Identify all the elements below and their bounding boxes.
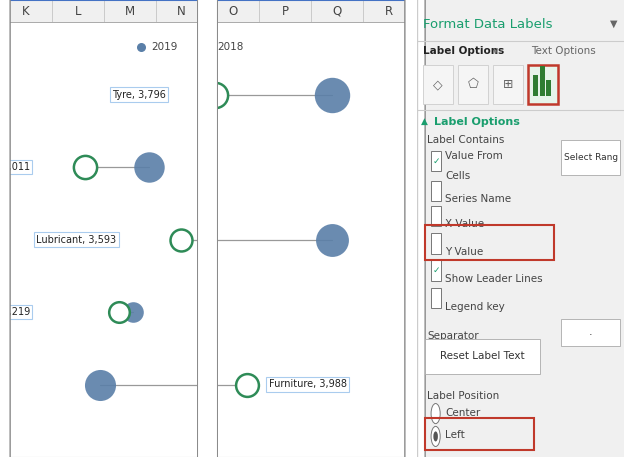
Text: Battery, 3,011: Battery, 3,011 <box>0 162 30 172</box>
Text: ✓: ✓ <box>432 266 440 275</box>
Text: Series Name: Series Name <box>445 194 511 204</box>
Bar <box>431 151 441 171</box>
Text: ▲: ▲ <box>421 117 428 126</box>
Bar <box>431 181 441 201</box>
Text: Q: Q <box>333 5 342 18</box>
Text: ∨: ∨ <box>492 46 499 56</box>
Text: Label Options: Label Options <box>423 46 504 56</box>
FancyBboxPatch shape <box>425 339 540 374</box>
Point <box>242 381 252 388</box>
Text: .: . <box>589 327 593 337</box>
Text: 2019: 2019 <box>151 42 177 52</box>
Text: Separator: Separator <box>427 331 479 341</box>
Text: ▼: ▼ <box>610 18 617 28</box>
Point <box>203 43 213 50</box>
Bar <box>533 75 538 96</box>
Point <box>144 163 154 170</box>
Text: K: K <box>22 5 30 18</box>
Circle shape <box>405 0 425 457</box>
Bar <box>431 260 441 281</box>
Circle shape <box>431 404 440 424</box>
Point <box>95 381 105 388</box>
Text: Furniture, 3,988: Furniture, 3,988 <box>269 379 347 389</box>
Text: ✓: ✓ <box>432 157 440 165</box>
Text: Select Rang: Select Rang <box>564 153 618 162</box>
Point <box>327 91 337 98</box>
Circle shape <box>405 0 425 457</box>
Text: Electronics, 3,219: Electronics, 3,219 <box>0 307 30 317</box>
Text: P: P <box>282 5 289 18</box>
Text: R: R <box>385 5 393 18</box>
FancyBboxPatch shape <box>561 319 620 346</box>
Text: ⊞: ⊞ <box>503 78 514 91</box>
Text: ⬠: ⬠ <box>467 78 479 91</box>
Text: Y Value: Y Value <box>445 247 483 257</box>
Bar <box>540 66 545 96</box>
Text: Cells: Cells <box>445 171 470 181</box>
Text: L: L <box>74 5 81 18</box>
FancyBboxPatch shape <box>493 65 523 104</box>
FancyBboxPatch shape <box>458 65 488 104</box>
Text: X Value: X Value <box>445 219 484 229</box>
Text: ◇: ◇ <box>433 78 442 91</box>
Text: Label Options: Label Options <box>434 117 519 127</box>
Text: Label Contains: Label Contains <box>427 135 505 145</box>
Point <box>210 91 220 98</box>
Text: Text Options: Text Options <box>531 46 595 56</box>
Text: Tyre, 3,796: Tyre, 3,796 <box>112 90 166 100</box>
Text: M: M <box>125 5 135 18</box>
Text: Format Data Labels: Format Data Labels <box>423 18 553 31</box>
FancyBboxPatch shape <box>528 65 558 104</box>
Circle shape <box>433 431 438 441</box>
Text: Show Leader Lines: Show Leader Lines <box>445 274 543 284</box>
Circle shape <box>198 0 217 457</box>
Point <box>327 236 337 243</box>
Circle shape <box>431 426 440 446</box>
Circle shape <box>0 0 10 457</box>
Circle shape <box>405 0 425 457</box>
Point <box>80 163 90 170</box>
Point <box>177 236 187 243</box>
Circle shape <box>198 0 217 457</box>
Bar <box>431 233 441 254</box>
Point <box>128 308 138 316</box>
Text: Label Position: Label Position <box>427 391 500 401</box>
Bar <box>431 288 441 308</box>
FancyBboxPatch shape <box>561 140 620 175</box>
Point <box>114 308 124 316</box>
Circle shape <box>0 0 10 457</box>
Point <box>136 43 146 50</box>
Text: N: N <box>177 5 186 18</box>
Text: Legend key: Legend key <box>445 302 505 312</box>
Text: Center: Center <box>445 408 480 418</box>
Text: O: O <box>229 5 238 18</box>
Text: Lubricant, 3,593: Lubricant, 3,593 <box>36 234 116 244</box>
Bar <box>431 206 441 226</box>
Bar <box>546 80 552 96</box>
Text: Reset Label Text: Reset Label Text <box>440 351 525 361</box>
Text: Left: Left <box>445 430 465 441</box>
FancyBboxPatch shape <box>422 65 453 104</box>
Circle shape <box>0 0 10 457</box>
Text: Value From: Value From <box>445 151 503 161</box>
Text: 2018: 2018 <box>217 42 244 52</box>
